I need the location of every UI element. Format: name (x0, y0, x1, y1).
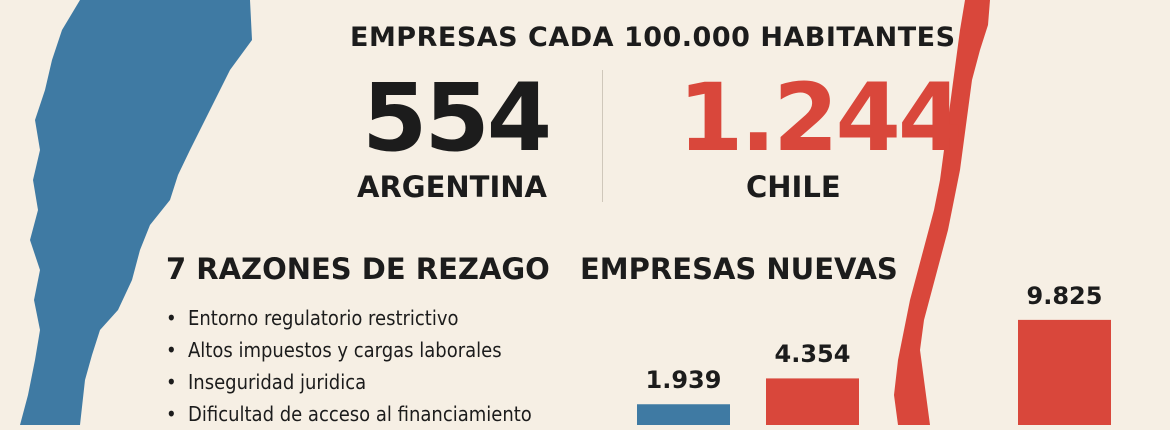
reason-text: Dificultad de acceso al financiamiento (188, 402, 532, 426)
reason-item: • Dificultad de acceso al financiamiento (166, 398, 532, 430)
reasons-list: • Entorno regulatorio restrictivo • Altos … (166, 302, 532, 430)
bullet-icon: • (166, 306, 177, 330)
chart-title: EMPRESAS NUEVAS (580, 252, 898, 286)
bar (1018, 319, 1111, 425)
chile-label: CHILE (746, 170, 841, 204)
reason-item: • Inseguridad juridica (166, 366, 532, 398)
bar-value-label: 1.939 (645, 366, 722, 395)
bar (766, 378, 859, 425)
argentina-label: ARGENTINA (357, 170, 547, 204)
divider (602, 70, 603, 202)
reason-text: Altos impuestos y cargas laborales (188, 338, 502, 362)
reasons-title: 7 RAZONES DE REZAGO (166, 252, 550, 286)
reason-text: Entorno regulatorio restrictivo (188, 306, 459, 330)
bullet-icon: • (166, 338, 177, 362)
argentina-value: 554 (362, 64, 552, 173)
reason-text: Inseguridad juridica (188, 370, 367, 394)
chile-map (894, 0, 990, 425)
reason-item: • Altos impuestos y cargas laborales (166, 334, 532, 366)
chile-value: 1.244 (678, 64, 963, 173)
bar-value-label: 9.825 (1026, 281, 1103, 310)
bullet-icon: • (166, 370, 177, 394)
bar-value-label: 4.354 (774, 340, 851, 369)
reason-item: • Entorno regulatorio restrictivo (166, 302, 532, 334)
headline: EMPRESAS CADA 100.000 HABITANTES (350, 22, 956, 53)
bar (637, 404, 730, 425)
bullet-icon: • (166, 402, 177, 426)
argentina-map (20, 0, 252, 425)
